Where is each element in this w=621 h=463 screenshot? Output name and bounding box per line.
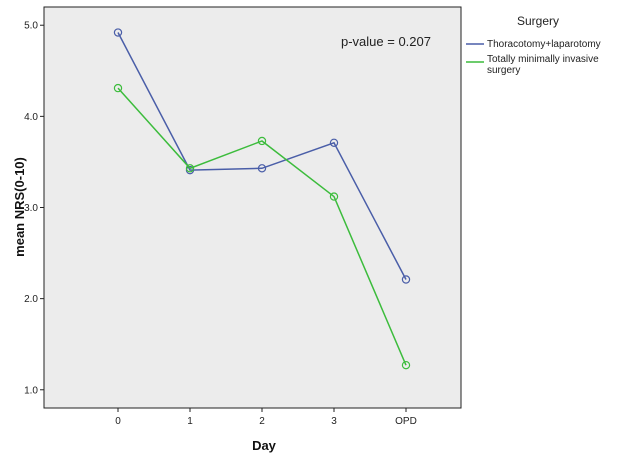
series-1-point — [185, 164, 195, 173]
x-tick-label: OPD — [395, 416, 417, 427]
x-tick-label: 2 — [259, 416, 265, 427]
y-tick-label: 5.0 — [24, 21, 38, 32]
x-tick-label: 0 — [115, 416, 121, 427]
series-1-point — [401, 360, 411, 370]
x-axis-title: Day — [252, 438, 277, 453]
series-0-point — [329, 138, 339, 147]
series-1-point — [329, 192, 339, 201]
y-axis-title: mean NRS(0-10) — [12, 157, 27, 257]
x-tick-label: 1 — [187, 416, 193, 427]
p-value-annotation: p-value = 0.207 — [341, 34, 431, 49]
series-0-point — [257, 164, 267, 173]
legend-label-minimally-invasive: Totally minimally invasive surgery — [487, 54, 599, 76]
plot-background — [43, 6, 462, 409]
y-axis-ticks: 1.0 2.0 3.0 4.0 5.0 — [24, 21, 44, 396]
legend: Surgery Thoracotomy+laparotomy Totally m… — [466, 14, 601, 76]
series-1-point — [113, 83, 123, 93]
legend-title: Surgery — [517, 14, 559, 28]
series-line-1 — [117, 87, 407, 366]
series-0-point — [113, 28, 123, 37]
series-layer — [113, 28, 411, 370]
x-tick-label: 3 — [331, 416, 337, 427]
x-axis-ticks: 0 1 2 3 OPD — [115, 408, 417, 427]
legend-label-thoracotomy: Thoracotomy+laparotomy — [487, 39, 601, 50]
y-tick-label: 3.0 — [24, 203, 38, 214]
y-tick-label: 4.0 — [24, 112, 38, 123]
series-0-point — [401, 275, 411, 284]
series-line-0 — [117, 32, 407, 280]
series-1-point — [257, 136, 267, 146]
y-tick-label: 2.0 — [24, 294, 38, 305]
y-tick-label: 1.0 — [24, 385, 38, 396]
